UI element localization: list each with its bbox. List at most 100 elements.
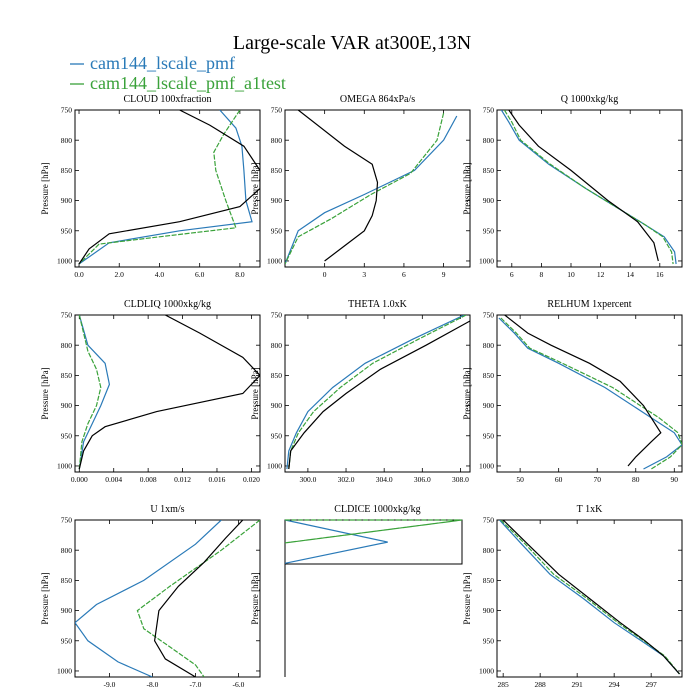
y-tick-label: 950 — [61, 431, 73, 440]
y-tick-label: 950 — [271, 226, 283, 235]
y-tick-label: 800 — [483, 341, 495, 350]
x-tick-label: 297 — [646, 680, 658, 689]
y-axis-label: Pressure [hPa] — [250, 572, 260, 624]
y-tick-label: 850 — [61, 576, 73, 585]
y-axis-label: Pressure [hPa] — [40, 162, 50, 214]
series-line-green — [285, 112, 445, 265]
panel-title: THETA 1.0xK — [348, 299, 407, 310]
y-tick-label: 750 — [271, 311, 283, 320]
y-tick-label: 900 — [483, 196, 495, 205]
plot-frame — [74, 519, 261, 678]
panel-3: CLDLIQ 1000xkg/kg Pressure [hPa] 750 800 850… — [40, 299, 261, 484]
y-tick-label: 1000 — [479, 462, 494, 471]
panel-7: CLDICE 1000xkg/kg Pressure [hPa] — [250, 504, 463, 677]
y-tick-label: 750 — [483, 516, 495, 525]
x-tick-label: 0.016 — [209, 475, 226, 484]
y-tick-label: 800 — [61, 546, 73, 555]
y-tick-label: 950 — [271, 431, 283, 440]
x-tick-label: 6 — [402, 270, 406, 279]
x-tick-label: 308.0 — [452, 475, 469, 484]
x-tick-label: -8.0 — [147, 680, 159, 689]
y-tick-label: 800 — [61, 136, 73, 145]
series-line-green — [136, 520, 260, 677]
y-tick-label: 900 — [271, 401, 283, 410]
y-tick-label: 850 — [271, 371, 283, 380]
y-axis-label: Pressure [hPa] — [250, 367, 260, 419]
y-tick-label: 800 — [483, 136, 495, 145]
y-tick-label: 950 — [61, 636, 73, 645]
legend-label-blue: cam144_lscale_pmf — [90, 53, 235, 73]
y-tick-label: 750 — [483, 106, 495, 115]
panel-4: THETA 1.0xK Pressure [hPa] 750 800 850 900 950… — [250, 299, 471, 484]
x-tick-label: 70 — [593, 475, 601, 484]
panel-title: CLDLIQ 1000xkg/kg — [124, 299, 211, 310]
y-tick-label: 800 — [483, 546, 495, 555]
y-tick-label: 750 — [61, 106, 73, 115]
x-tick-label: 16 — [656, 270, 664, 279]
x-tick-label: 288 — [535, 680, 547, 689]
y-tick-label: 900 — [61, 196, 73, 205]
x-tick-label: 285 — [498, 680, 510, 689]
y-tick-label: 750 — [483, 311, 495, 320]
series-line-black — [502, 520, 680, 675]
y-tick-label: 1000 — [57, 257, 72, 266]
panel-1: OMEGA 864xPa/s Pressure [hPa] 750 800 850 900… — [250, 94, 471, 279]
y-tick-label: 900 — [271, 196, 283, 205]
panel-5: RELHUM 1xpercent Pressure [hPa] 750 800 850 9… — [462, 299, 683, 484]
y-tick-label: 750 — [61, 516, 73, 525]
panel-0: CLOUD 100xfraction Pressure [hPa] 750 800 85… — [40, 94, 261, 279]
x-tick-label: 12 — [597, 270, 605, 279]
x-tick-label: 6 — [510, 270, 514, 279]
panel-title: CLOUD 100xfraction — [123, 94, 211, 105]
series-line-blue — [75, 520, 222, 677]
series-line-blue — [285, 115, 458, 265]
x-tick-label: 2.0 — [115, 270, 125, 279]
plot-frame — [496, 519, 683, 678]
series-line-green — [284, 519, 463, 544]
y-tick-label: 850 — [483, 166, 495, 175]
y-axis-label: Pressure [hPa] — [462, 572, 472, 624]
panel-title: OMEGA 864xPa/s — [340, 94, 415, 105]
series-line-green — [78, 315, 102, 470]
y-tick-label: 850 — [61, 166, 73, 175]
y-tick-label: 900 — [61, 401, 73, 410]
x-tick-label: 6.0 — [195, 270, 205, 279]
panel-6: U 1xm/s Pressure [hPa] 750 800 850 900 950 1000… — [40, 504, 261, 689]
series-line-black — [153, 520, 244, 677]
x-tick-label: 0.000 — [71, 475, 88, 484]
series-line-black — [78, 315, 260, 470]
y-tick-label: 1000 — [267, 462, 282, 471]
y-tick-label: 950 — [483, 226, 495, 235]
x-tick-label: -6.0 — [233, 680, 245, 689]
panel-title: RELHUM 1xpercent — [547, 299, 631, 310]
panel-title: Q 1000xkg/kg — [561, 94, 619, 105]
series-line-blue — [284, 519, 388, 564]
panel-2: Q 1000xkg/kg Pressure [hPa] 750 800 850 900 95… — [462, 94, 683, 279]
legend: cam144_lscale_pmf cam144_lscale_pmf_a1te… — [70, 53, 286, 93]
x-tick-label: 8 — [540, 270, 544, 279]
y-tick-label: 1000 — [57, 667, 72, 676]
y-tick-label: 800 — [271, 341, 283, 350]
series-line-green — [503, 110, 674, 265]
y-tick-label: 850 — [483, 371, 495, 380]
x-tick-label: 302.0 — [338, 475, 355, 484]
series-line-blue — [500, 110, 677, 265]
x-tick-label: 90 — [671, 475, 679, 484]
y-tick-label: 850 — [61, 371, 73, 380]
series-line-green — [78, 110, 241, 265]
panel-8: T 1xK Pressure [hPa] 750 800 850 900 950 1000 28… — [462, 504, 683, 689]
y-tick-label: 900 — [61, 606, 73, 615]
y-axis-label: Pressure [hPa] — [40, 367, 50, 419]
series-line-blue — [78, 110, 253, 265]
y-tick-label: 950 — [61, 226, 73, 235]
series-line-black — [504, 315, 662, 467]
x-tick-label: 80 — [632, 475, 640, 484]
figure-title: Large-scale VAR at300E,13N — [233, 32, 471, 54]
y-tick-label: 750 — [61, 311, 73, 320]
plot-frame — [74, 314, 261, 473]
x-tick-label: 0.0 — [74, 270, 84, 279]
x-tick-label: 0 — [323, 270, 327, 279]
x-tick-label: 60 — [555, 475, 563, 484]
